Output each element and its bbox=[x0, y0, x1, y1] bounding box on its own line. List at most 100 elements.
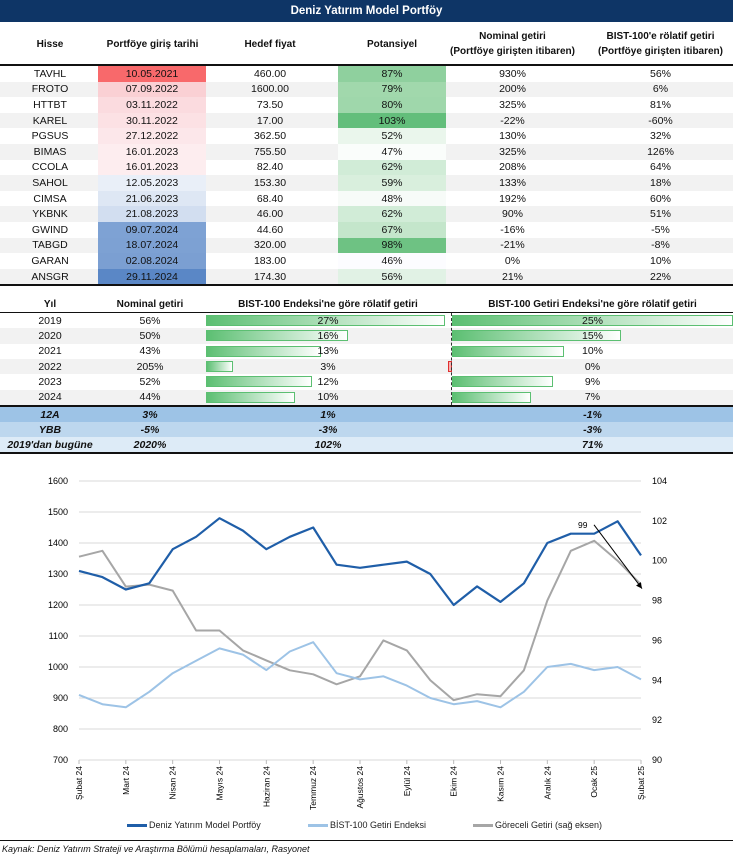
stock-cell: TABGD bbox=[32, 239, 68, 252]
rel-bist-cell: 10% bbox=[317, 391, 339, 404]
rel-bist-bar bbox=[206, 360, 233, 372]
summary-nominal: -5% bbox=[140, 423, 160, 436]
x-tick-label: Şubat 25 bbox=[636, 766, 646, 800]
rel-getiri-bar bbox=[452, 330, 621, 342]
stock-cell: FROTO bbox=[31, 83, 69, 96]
target-cell: 320.00 bbox=[253, 239, 287, 252]
table-row: BIMAS 16.01.2023 755.50 47% 325% 126% bbox=[0, 144, 733, 160]
y-left-tick: 700 bbox=[53, 755, 68, 765]
nominal-cell: 325% bbox=[499, 145, 526, 158]
potential-cell: 59% bbox=[338, 175, 446, 191]
year-cell: 2021 bbox=[38, 345, 62, 358]
date-cell: 07.09.2022 bbox=[98, 81, 206, 98]
target-cell: 362.50 bbox=[253, 130, 287, 143]
divider bbox=[0, 312, 733, 313]
rel-getiri-bar bbox=[452, 345, 565, 357]
nominal-title: Nominal getiri bbox=[479, 31, 546, 42]
table-row: ANSGR 29.11.2024 174.30 56% 21% 22% bbox=[0, 268, 733, 285]
legend-bist: BİST-100 Getiri Endeksi bbox=[330, 820, 427, 830]
nominal-cell: 0% bbox=[504, 254, 521, 267]
date-cell: 12.05.2023 bbox=[98, 175, 206, 191]
rel-getiri-cell: 10% bbox=[581, 345, 603, 358]
potential-cell: 98% bbox=[338, 237, 446, 254]
potential-cell: 47% bbox=[338, 144, 446, 160]
annotation-label: 99 bbox=[578, 520, 588, 530]
x-tick-label: Mart 24 bbox=[121, 766, 131, 795]
y-right-tick: 96 bbox=[652, 635, 662, 645]
legend-portfolio: Deniz Yatırım Model Portföy bbox=[149, 820, 261, 830]
table-row: 2024 44% 10% 7% bbox=[0, 389, 733, 405]
rel-bist-cell: 12% bbox=[317, 375, 339, 388]
col-header-nominal: Nominal getiri (Portföye girişten itibare… bbox=[440, 24, 585, 64]
relative-cell: -5% bbox=[651, 223, 670, 236]
potential-cell: 46% bbox=[338, 253, 446, 269]
table-row: 2023 52% 12% 9% bbox=[0, 374, 733, 389]
nominal-cell: 43% bbox=[139, 345, 161, 358]
stock-cell: ANSGR bbox=[31, 270, 69, 283]
relative-cell: 81% bbox=[649, 98, 671, 111]
y-left-tick: 1100 bbox=[49, 631, 68, 641]
nominal-cell: 50% bbox=[139, 329, 161, 342]
date-cell: 21.08.2023 bbox=[98, 206, 206, 222]
x-tick-label: Temmuz 24 bbox=[308, 766, 318, 810]
year-cell: 2020 bbox=[38, 329, 62, 342]
year-cell: 2024 bbox=[38, 391, 62, 404]
relative-cell: -60% bbox=[648, 114, 673, 127]
potential-cell: 103% bbox=[338, 112, 446, 129]
col-header-rel-getiri: BIST-100 Getiri Endeksi'ne göre rölatif … bbox=[488, 298, 697, 310]
divider bbox=[0, 405, 733, 407]
target-cell: 183.00 bbox=[253, 254, 287, 267]
relative-cell: 18% bbox=[649, 176, 671, 189]
stock-cell: TAVHL bbox=[33, 67, 67, 80]
source-note: Kaynak: Deniz Yatırım Strateji ve Araştı… bbox=[2, 844, 310, 854]
stock-cell: GARAN bbox=[31, 254, 69, 267]
divider bbox=[0, 452, 733, 454]
stock-cell: PGSUS bbox=[31, 130, 69, 143]
nominal-cell: 205% bbox=[136, 360, 164, 373]
nominal-cell: 52% bbox=[139, 375, 161, 388]
rel-bist-cell: 13% bbox=[317, 345, 339, 358]
potential-cell: 56% bbox=[338, 268, 446, 285]
divider bbox=[0, 64, 733, 66]
year-cell: 2023 bbox=[38, 375, 62, 388]
potential-cell: 62% bbox=[338, 206, 446, 222]
table-row: TABGD 18.07.2024 320.00 98% -21% -8% bbox=[0, 237, 733, 254]
date-cell: 29.11.2024 bbox=[98, 268, 206, 285]
rel-getiri-cell: 25% bbox=[581, 314, 603, 327]
relative-cell: 60% bbox=[649, 192, 671, 205]
rel-bist-bar bbox=[206, 315, 445, 326]
y-right-tick: 104 bbox=[652, 476, 667, 486]
stock-cell: CCOLA bbox=[31, 161, 69, 174]
target-cell: 755.50 bbox=[253, 145, 287, 158]
rel-bist-bar bbox=[206, 345, 322, 357]
rel-bist-cell: 16% bbox=[317, 329, 339, 342]
table-row: SAHOL 12.05.2023 153.30 59% 133% 18% bbox=[0, 175, 733, 191]
summary-rel-bist: 1% bbox=[320, 408, 336, 421]
rel-bist-bar bbox=[206, 330, 348, 342]
target-cell: 174.30 bbox=[253, 270, 287, 283]
legend-swatch-bist bbox=[308, 824, 328, 827]
date-cell: 16.01.2023 bbox=[98, 159, 206, 176]
summary-row: YBB -5% -3% -3% bbox=[0, 422, 733, 437]
summary-label: YBB bbox=[38, 423, 62, 436]
target-cell: 44.60 bbox=[256, 223, 284, 236]
nominal-cell: 325% bbox=[499, 98, 526, 111]
y-right-tick: 94 bbox=[652, 675, 662, 685]
x-tick-label: Aralık 24 bbox=[542, 766, 552, 800]
date-cell: 30.11.2022 bbox=[98, 112, 206, 129]
series-line-bist bbox=[78, 641, 642, 709]
target-cell: 1600.00 bbox=[251, 83, 289, 96]
x-tick-label: Nisan 24 bbox=[168, 766, 178, 800]
nominal-cell: 192% bbox=[499, 192, 526, 205]
summary-label: 2019'dan bugüne bbox=[7, 438, 93, 451]
rel-bist-cell: 3% bbox=[320, 360, 336, 373]
potential-cell: 87% bbox=[338, 66, 446, 82]
table-row: KAREL 30.11.2022 17.00 103% -22% -60% bbox=[0, 112, 733, 129]
col-header-relative: BIST-100'e rölatif getiri (Portföye giriş… bbox=[588, 24, 733, 64]
summary-rel-getiri: -1% bbox=[583, 408, 602, 421]
series-line-portfolio bbox=[78, 517, 642, 607]
table-row: 2022 205% 3% 0% bbox=[0, 358, 733, 375]
y-right-tick: 98 bbox=[652, 596, 662, 606]
summary-row: 12A 3% 1% -1% bbox=[0, 407, 733, 422]
relative-title: BIST-100'e rölatif getiri bbox=[606, 31, 715, 42]
